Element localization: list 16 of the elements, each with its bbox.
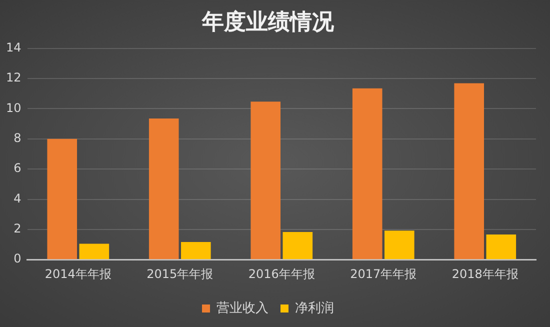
legend-label: 净利润 [295,300,334,316]
y-tick-label: 4 [14,191,22,206]
y-tick-label: 14 [6,40,22,55]
x-tick-label: 2018年年报 [452,266,518,281]
y-tick-label: 12 [6,70,22,85]
x-tick-label: 2014年年报 [44,266,112,281]
x-tick-label: 2015年年报 [146,266,214,281]
y-tick-label: 10 [6,100,22,115]
y-tick-label: 2 [14,222,22,236]
y-tick-label: 8 [14,131,22,146]
y-tick-label: 0 [14,252,22,266]
x-tick-label: 2016年年报 [248,266,315,281]
y-tick-label: 6 [14,161,22,176]
chart-title: 年度业绩情况 [201,8,335,35]
legend-label: 营业收入 [216,300,268,316]
x-tick-label: 2017年年报 [350,266,417,281]
